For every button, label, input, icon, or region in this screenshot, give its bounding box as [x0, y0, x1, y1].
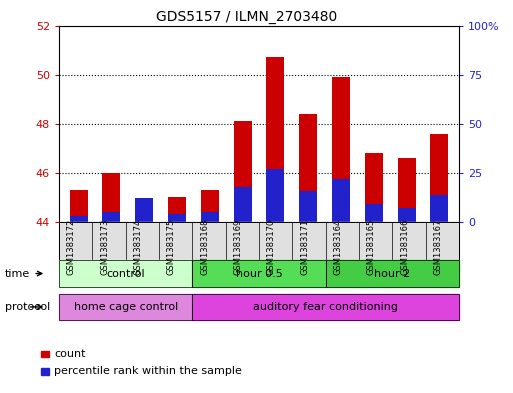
Text: GSM1383171: GSM1383171 — [300, 219, 309, 275]
Text: protocol: protocol — [5, 302, 50, 312]
Bar — [168, 197, 186, 222]
Text: hour 0.5: hour 0.5 — [235, 268, 283, 279]
Text: GSM1383172: GSM1383172 — [67, 219, 76, 275]
Text: GSM1383174: GSM1383174 — [133, 219, 143, 275]
Text: GDS5157 / ILMN_2703480: GDS5157 / ILMN_2703480 — [155, 10, 337, 24]
Text: GSM1383165: GSM1383165 — [367, 219, 376, 275]
Bar — [168, 214, 186, 222]
Text: count: count — [54, 349, 86, 359]
Text: GSM1383170: GSM1383170 — [267, 219, 276, 275]
Bar — [299, 114, 317, 222]
Text: percentile rank within the sample: percentile rank within the sample — [54, 366, 242, 376]
Bar — [430, 195, 448, 222]
Text: home cage control: home cage control — [73, 302, 178, 312]
Text: GSM1383167: GSM1383167 — [433, 219, 442, 275]
Bar — [332, 77, 350, 222]
Bar — [365, 204, 383, 222]
Text: hour 2: hour 2 — [374, 268, 410, 279]
Text: auditory fear conditioning: auditory fear conditioning — [253, 302, 398, 312]
Bar — [201, 190, 219, 222]
Bar — [70, 190, 88, 222]
Bar — [398, 208, 416, 222]
Bar — [266, 57, 285, 222]
Bar — [233, 121, 252, 222]
Text: GSM1383169: GSM1383169 — [233, 219, 242, 275]
Bar — [398, 158, 416, 222]
Text: control: control — [106, 268, 145, 279]
Bar — [103, 173, 121, 222]
Text: GSM1383175: GSM1383175 — [167, 219, 175, 275]
Bar — [135, 217, 153, 222]
Bar — [332, 179, 350, 222]
Text: GSM1383164: GSM1383164 — [333, 219, 343, 275]
Text: GSM1383168: GSM1383168 — [200, 219, 209, 275]
Bar — [430, 134, 448, 222]
Bar — [299, 191, 317, 222]
Text: GSM1383166: GSM1383166 — [400, 219, 409, 275]
Bar — [201, 212, 219, 222]
Bar — [135, 198, 153, 222]
Bar — [365, 153, 383, 222]
Bar — [103, 212, 121, 222]
Bar — [233, 187, 252, 222]
Text: time: time — [5, 268, 42, 279]
Bar — [70, 216, 88, 222]
Text: GSM1383173: GSM1383173 — [100, 219, 109, 275]
Bar — [266, 169, 285, 222]
